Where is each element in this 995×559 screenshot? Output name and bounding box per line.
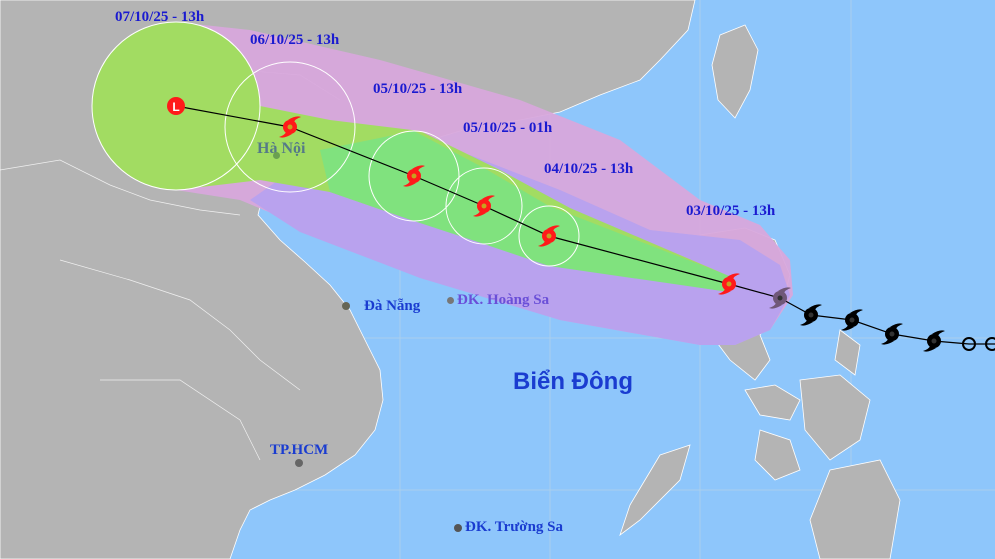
hanoi-dot [273, 152, 280, 159]
label-05-10-01h: 05/10/25 - 01h [463, 120, 553, 136]
forecast-storm-icon [473, 195, 495, 217]
danang-dot [342, 302, 350, 310]
city-hanoi: Hà Nội [257, 140, 306, 157]
past-depression-icon [985, 337, 995, 351]
forecast-radius-circles [91, 21, 580, 267]
label-03-10-13h: 03/10/25 - 13h [686, 203, 776, 219]
islands-truongsa: ĐK. Trường Sa [465, 519, 564, 535]
past-depression-icon [962, 337, 976, 351]
past-storm-icon [800, 304, 822, 326]
current-storm-icon [769, 287, 791, 309]
label-04-10-13h: 04/10/25 - 13h [544, 161, 634, 177]
svg-text:L: L [172, 100, 179, 114]
low-pressure-marker: L [167, 97, 185, 115]
past-storm-icon [841, 309, 863, 331]
past-points [962, 337, 995, 351]
forecast-storm-icon [538, 225, 560, 247]
islands-hoangsa: ĐK. Hoàng Sa [457, 292, 550, 308]
past-storm-icon [881, 323, 903, 345]
label-06-10-13h: 06/10/25 - 13h [250, 32, 340, 48]
city-danang: Đà Nẵng [364, 298, 421, 314]
forecast-storm-icon [279, 116, 301, 138]
city-hcm: TP.HCM [270, 442, 329, 458]
sea-label: Biển Đông [513, 368, 633, 395]
hcm-dot [295, 459, 303, 467]
forecast-storm-icon [718, 273, 740, 295]
forecast-cone-inner [320, 131, 729, 292]
label-05-10-13h: 05/10/25 - 13h [373, 81, 463, 97]
hoangsa-dot [447, 297, 454, 304]
label-07-10-13h: 07/10/25 - 13h [115, 9, 205, 25]
truongsa-dot [454, 524, 462, 532]
past-storm-icon [923, 330, 945, 352]
forecast-storm-icon [403, 165, 425, 187]
